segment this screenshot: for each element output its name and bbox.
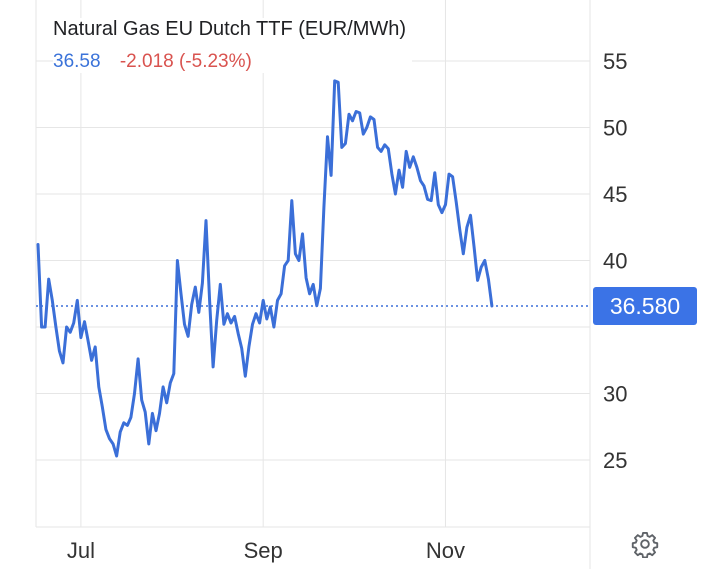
x-tick-label: Sep: [244, 538, 283, 563]
y-tick-label: 55: [603, 49, 627, 74]
last-value-marker: 36.580: [36, 286, 697, 325]
grid-lines: [35, 0, 591, 569]
chart-title: Natural Gas EU Dutch TTF (EUR/MWh): [53, 18, 407, 40]
last-value-label: 36.580: [610, 293, 680, 319]
y-tick-label: 25: [603, 448, 627, 473]
y-axis: 25 30 40 45 50 55: [603, 49, 627, 473]
x-tick-label: Jul: [67, 538, 95, 563]
y-tick-label: 45: [603, 182, 627, 207]
chart-legend: Natural Gas EU Dutch TTF (EUR/MWh) 36.58…: [53, 18, 413, 73]
x-tick-label: Nov: [426, 538, 465, 563]
x-axis: Jul Sep Nov: [67, 538, 465, 563]
price-series-line: [36, 79, 494, 458]
y-tick-label: 40: [603, 249, 627, 274]
series-layer: [36, 79, 494, 458]
legend-price: 36.58: [53, 51, 101, 72]
last-value-badge: [593, 286, 697, 325]
legend-values: 36.58 -2.018 (-5.23%): [53, 51, 406, 73]
gear-icon[interactable]: [631, 530, 659, 559]
legend-change: -2.018 (-5.23%): [119, 51, 252, 72]
y-tick-label: 30: [603, 382, 627, 407]
y-tick-label: 50: [603, 116, 627, 141]
